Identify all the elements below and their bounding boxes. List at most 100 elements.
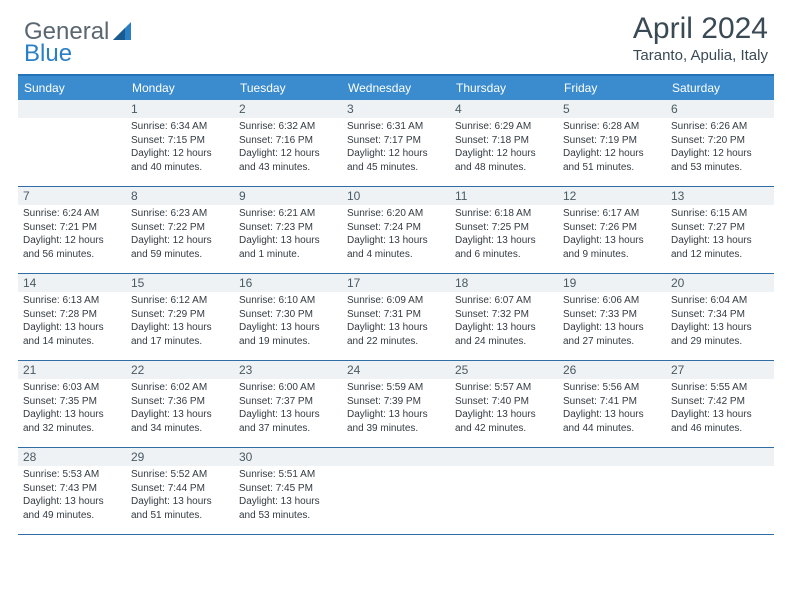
- day-body: Sunrise: 6:29 AMSunset: 7:18 PMDaylight:…: [450, 118, 558, 178]
- daylight-line: Daylight: 12 hours and 48 minutes.: [455, 148, 536, 173]
- daylight-line: Daylight: 13 hours and 17 minutes.: [131, 322, 212, 347]
- daylight-line: Daylight: 13 hours and 53 minutes.: [239, 496, 320, 521]
- daylight-line: Daylight: 13 hours and 27 minutes.: [563, 322, 644, 347]
- sunrise-line: Sunrise: 6:09 AM: [347, 295, 423, 306]
- daylight-line: Daylight: 13 hours and 22 minutes.: [347, 322, 428, 347]
- day-number: 2: [234, 100, 342, 118]
- day-body: Sunrise: 5:57 AMSunset: 7:40 PMDaylight:…: [450, 379, 558, 439]
- day-header: Saturday: [666, 76, 774, 100]
- daylight-line: Daylight: 12 hours and 51 minutes.: [563, 148, 644, 173]
- day-number: 5: [558, 100, 666, 118]
- sunset-line: Sunset: 7:31 PM: [347, 309, 421, 320]
- sunrise-line: Sunrise: 6:10 AM: [239, 295, 315, 306]
- sunrise-line: Sunrise: 5:55 AM: [671, 382, 747, 393]
- sunrise-line: Sunrise: 6:17 AM: [563, 208, 639, 219]
- day-cell: 16Sunrise: 6:10 AMSunset: 7:30 PMDayligh…: [234, 274, 342, 360]
- day-number: 10: [342, 187, 450, 205]
- day-number: 19: [558, 274, 666, 292]
- sunset-line: Sunset: 7:43 PM: [23, 483, 97, 494]
- sunset-line: Sunset: 7:45 PM: [239, 483, 313, 494]
- daylight-line: Daylight: 13 hours and 49 minutes.: [23, 496, 104, 521]
- sunset-line: Sunset: 7:15 PM: [131, 135, 205, 146]
- sunset-line: Sunset: 7:19 PM: [563, 135, 637, 146]
- day-body: Sunrise: 6:17 AMSunset: 7:26 PMDaylight:…: [558, 205, 666, 265]
- daylight-line: Daylight: 12 hours and 43 minutes.: [239, 148, 320, 173]
- sunset-line: Sunset: 7:22 PM: [131, 222, 205, 233]
- sunset-line: Sunset: 7:44 PM: [131, 483, 205, 494]
- day-body: Sunrise: 6:21 AMSunset: 7:23 PMDaylight:…: [234, 205, 342, 265]
- day-body: Sunrise: 6:03 AMSunset: 7:35 PMDaylight:…: [18, 379, 126, 439]
- day-number: 20: [666, 274, 774, 292]
- day-number: 12: [558, 187, 666, 205]
- day-body: Sunrise: 6:09 AM Sunset: 7:31 PM Daylight:…: [342, 292, 450, 352]
- day-body: Sunrise: 6:28 AMSunset: 7:19 PMDaylight:…: [558, 118, 666, 178]
- day-body: Sunrise: 6:31 AMSunset: 7:17 PMDaylight:…: [342, 118, 450, 178]
- daylight-line: Daylight: 13 hours and 4 minutes.: [347, 235, 428, 260]
- sunset-line: Sunset: 7:16 PM: [239, 135, 313, 146]
- sunrise-line: Sunrise: 6:29 AM: [455, 121, 531, 132]
- day-cell: 11Sunrise: 6:18 AMSunset: 7:25 PMDayligh…: [450, 187, 558, 273]
- day-header: Tuesday: [234, 76, 342, 100]
- day-body: Sunrise: 6:04 AMSunset: 7:34 PMDaylight:…: [666, 292, 774, 352]
- day-body: Sunrise: 6:07 AMSunset: 7:32 PMDaylight:…: [450, 292, 558, 352]
- sunrise-line: Sunrise: 6:04 AM: [671, 295, 747, 306]
- day-header: Friday: [558, 76, 666, 100]
- location-label: Taranto, Apulia, Italy: [633, 47, 768, 64]
- day-number: 4: [450, 100, 558, 118]
- sunrise-line: Sunrise: 6:18 AM: [455, 208, 531, 219]
- header-row: SundayMondayTuesdayWednesdayThursdayFrid…: [18, 76, 774, 100]
- day-cell: 15Sunrise: 6:12 AMSunset: 7:29 PMDayligh…: [126, 274, 234, 360]
- day-cell: 6Sunrise: 6:26 AMSunset: 7:20 PMDaylight…: [666, 100, 774, 186]
- daylight-line: Daylight: 13 hours and 51 minutes.: [131, 496, 212, 521]
- week-row: 28Sunrise: 5:53 AMSunset: 7:43 PMDayligh…: [18, 448, 774, 535]
- day-cell: [450, 448, 558, 534]
- sunrise-line: Sunrise: 6:24 AM: [23, 208, 99, 219]
- calendar-grid: SundayMondayTuesdayWednesdayThursdayFrid…: [18, 74, 774, 535]
- sunset-line: Sunset: 7:34 PM: [671, 309, 745, 320]
- day-body: Sunrise: 6:20 AMSunset: 7:24 PMDaylight:…: [342, 205, 450, 265]
- sunrise-line: Sunrise: 6:21 AM: [239, 208, 315, 219]
- sunrise-line: Sunrise: 6:13 AM: [23, 295, 99, 306]
- daylight-line: Daylight: 12 hours and 59 minutes.: [131, 235, 212, 260]
- day-cell: [666, 448, 774, 534]
- day-cell: [342, 448, 450, 534]
- day-body: Sunrise: 5:56 AMSunset: 7:41 PMDaylight:…: [558, 379, 666, 439]
- day-number: 16: [234, 274, 342, 292]
- day-number: 27: [666, 361, 774, 379]
- day-body: Sunrise: 6:32 AM Sunset: 7:16 PM Daylight:…: [234, 118, 342, 178]
- sunrise-line: Sunrise: 6:07 AM: [455, 295, 531, 306]
- day-body: Sunrise: 6:26 AMSunset: 7:20 PMDaylight:…: [666, 118, 774, 178]
- sunrise-line: Sunrise: 6:32 AM: [239, 121, 315, 132]
- sail-icon: [111, 20, 135, 42]
- daylight-line: Daylight: 13 hours and 34 minutes.: [131, 409, 212, 434]
- day-cell: 9Sunrise: 6:21 AMSunset: 7:23 PMDaylight…: [234, 187, 342, 273]
- sunset-line: Sunset: 7:37 PM: [239, 396, 313, 407]
- day-body: Sunrise: 6:18 AMSunset: 7:25 PMDaylight:…: [450, 205, 558, 265]
- sunset-line: Sunset: 7:21 PM: [23, 222, 97, 233]
- day-number: [450, 448, 558, 466]
- daylight-line: Daylight: 13 hours and 24 minutes.: [455, 322, 536, 347]
- sunset-line: Sunset: 7:26 PM: [563, 222, 637, 233]
- day-body: Sunrise: 5:59 AMSunset: 7:39 PMDaylight:…: [342, 379, 450, 439]
- daylight-line: Daylight: 13 hours and 12 minutes.: [671, 235, 752, 260]
- day-number: 28: [18, 448, 126, 466]
- day-number: 9: [234, 187, 342, 205]
- week-row: 7 Sunrise: 6:24 AM Sunset: 7:21 PM Daylight…: [18, 187, 774, 274]
- day-header: Sunday: [18, 76, 126, 100]
- day-number: 7: [18, 187, 126, 205]
- day-header: Thursday: [450, 76, 558, 100]
- sunrise-line: Sunrise: 5:57 AM: [455, 382, 531, 393]
- day-number: 22: [126, 361, 234, 379]
- sunrise-line: Sunrise: 6:02 AM: [131, 382, 207, 393]
- sunset-line: Sunset: 7:36 PM: [131, 396, 205, 407]
- daylight-line: Daylight: 13 hours and 6 minutes.: [455, 235, 536, 260]
- sunset-line: Sunset: 7:30 PM: [239, 309, 313, 320]
- day-cell: 14Sunrise: 6:13 AMSunset: 7:28 PMDayligh…: [18, 274, 126, 360]
- day-number: 1: [126, 100, 234, 118]
- day-number: 6: [666, 100, 774, 118]
- day-cell: 5Sunrise: 6:28 AMSunset: 7:19 PMDaylight…: [558, 100, 666, 186]
- sunset-line: Sunset: 7:40 PM: [455, 396, 529, 407]
- day-body: Sunrise: 5:51 AMSunset: 7:45 PMDaylight:…: [234, 466, 342, 526]
- day-body: Sunrise: 6:24 AMSunset: 7:21 PMDaylight:…: [18, 205, 126, 265]
- daylight-line: Daylight: 13 hours and 32 minutes.: [23, 409, 104, 434]
